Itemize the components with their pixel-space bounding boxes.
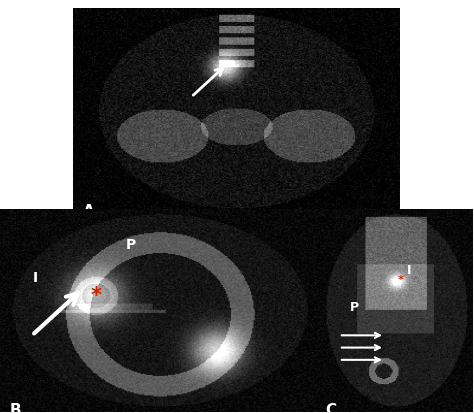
Text: I: I xyxy=(407,264,412,277)
Text: *: * xyxy=(91,287,101,306)
Text: P: P xyxy=(126,238,137,252)
Text: P: P xyxy=(350,301,359,314)
Text: I: I xyxy=(33,271,38,285)
Text: B: B xyxy=(9,403,21,413)
Text: *: * xyxy=(397,275,403,285)
Text: C: C xyxy=(325,403,336,413)
Text: A: A xyxy=(83,204,95,219)
